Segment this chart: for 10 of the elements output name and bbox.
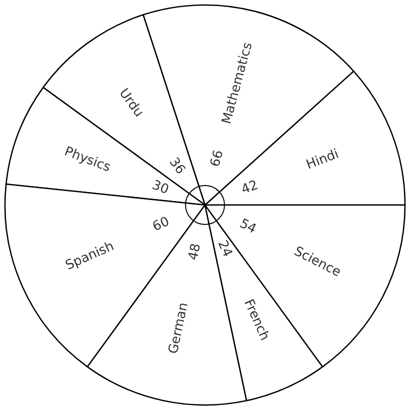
- data-label: 42: [239, 178, 260, 198]
- data-label: 48: [186, 242, 204, 262]
- data-label: 24: [214, 238, 235, 260]
- data-label: 60: [150, 214, 172, 235]
- data-label: 30: [150, 178, 171, 198]
- slice-label: German: [166, 301, 192, 356]
- slice-label: Hindi: [304, 146, 341, 173]
- data-label: 66: [208, 148, 227, 169]
- data-label: 36: [166, 155, 188, 178]
- data-label: 54: [237, 216, 259, 238]
